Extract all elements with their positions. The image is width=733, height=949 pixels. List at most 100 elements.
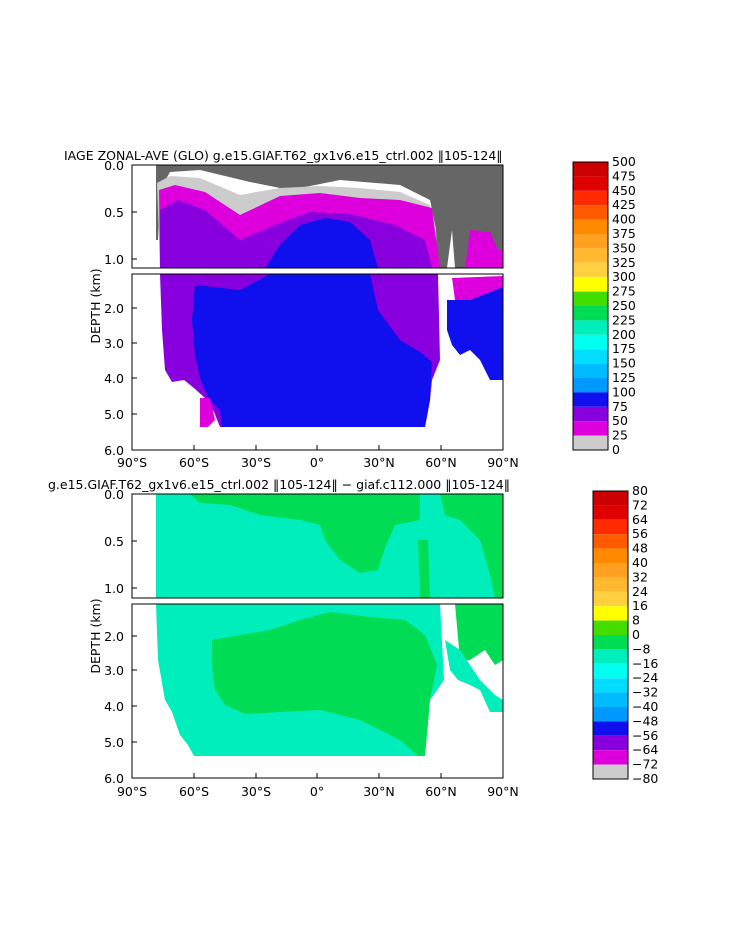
panel1-colorbar-label: 150 <box>612 356 636 371</box>
panel1-ytick-6: 5.0 <box>104 407 124 422</box>
panel1-colorbar-label: 400 <box>612 212 636 227</box>
panel1-ytick-3: 2.0 <box>104 301 124 316</box>
panel1-colorbar-label: 325 <box>612 255 636 270</box>
panel1-colorbar-label: 75 <box>612 399 628 414</box>
panel1-colorbar-label: 100 <box>612 384 636 399</box>
panel2-colorbar-label: 48 <box>632 541 648 556</box>
panel2-ylabel: DEPTH (km) <box>88 598 103 673</box>
panel1-deep-blue <box>192 274 432 427</box>
panel2-colorbar-swatch <box>593 764 628 779</box>
panel1-colorbar-label: 275 <box>612 284 636 299</box>
panel2-colorbar-swatch <box>593 591 628 607</box>
panel1-colorbar-swatch <box>573 435 608 450</box>
panel1-ytick-2: 1.0 <box>104 252 124 267</box>
panel2-colorbar-label: 64 <box>632 512 648 527</box>
panel1-colorbar-swatch <box>573 363 608 378</box>
panel2-colorbar-swatch <box>593 721 628 736</box>
panel1-colorbar-swatch <box>573 378 608 393</box>
panel2-ytick-2: 1.0 <box>104 581 124 596</box>
panel1-colorbar-swatch <box>573 334 608 350</box>
panel2-colorbar-label: 0 <box>632 627 640 642</box>
panel2-xtick-3: 0° <box>310 784 324 799</box>
panel1-colorbar-swatch <box>573 219 608 234</box>
panel2-ytick-5: 4.0 <box>104 699 124 714</box>
panel1-colorbar-label: 225 <box>612 312 636 327</box>
panel2-colorbar-label: −72 <box>632 757 658 772</box>
panel1-colorbar-swatch <box>573 421 608 436</box>
panel1-colorbar-swatch <box>573 205 608 220</box>
panel2-colorbar-label: 16 <box>632 598 648 613</box>
panel1-xtick-0: 90°S <box>117 455 147 470</box>
panel2-colorbar-swatch <box>593 635 628 650</box>
panel1-xtick-2: 30°S <box>241 455 271 470</box>
panel1-colorbar-frame <box>572 161 609 451</box>
panel2-title: g.e15.GIAF.T62_gx1v6.e15_ctrl.002 ‖105-1… <box>48 477 510 492</box>
panel1-ytick-4: 3.0 <box>104 336 124 351</box>
panel2-plot <box>131 493 504 779</box>
panel1-colorbar-label: 450 <box>612 183 636 198</box>
panel1-ytick-7: 6.0 <box>104 443 124 458</box>
panel1-ytick-5: 4.0 <box>104 371 124 386</box>
panel2-colorbar-label: 24 <box>632 584 648 599</box>
panel2-colorbar-swatch <box>593 649 628 664</box>
panel2-ytick-7: 6.0 <box>104 771 124 786</box>
panel1-xtick-5: 60°N <box>425 455 457 470</box>
panel1-colorbar-label: 25 <box>612 428 628 443</box>
panel2-colorbar-swatch <box>593 491 628 506</box>
panel1-colorbar-label: 375 <box>612 226 636 241</box>
panel2-colorbar-label: 32 <box>632 569 648 584</box>
panel2-colorbar-label: −16 <box>632 656 658 671</box>
panel1-colorbar-swatch <box>573 176 608 191</box>
panel2-xtick-4: 30°N <box>363 784 395 799</box>
panel1-colorbar-swatch <box>573 277 608 292</box>
panel1-age-125 <box>265 218 378 268</box>
panel2-ytick-0: 0.0 <box>104 487 124 502</box>
panel2-xtick-1: 60°S <box>179 784 209 799</box>
panel1-xtick-4: 30°N <box>363 455 395 470</box>
panel2-colorbar-swatch <box>593 735 628 751</box>
panel2-xtick-2: 30°S <box>241 784 271 799</box>
panel1-colorbar-swatch <box>573 406 608 422</box>
panel2-colorbar-swatch <box>593 620 628 635</box>
panel2-colorbar-label: −56 <box>632 728 658 743</box>
panel2-colorbar-swatch <box>593 577 628 592</box>
panel2-colorbar-label: −64 <box>632 742 658 757</box>
panel2-colorbar-label: −40 <box>632 699 658 714</box>
panel1-xtick-1: 60°S <box>179 455 209 470</box>
panel1-ylabel: DEPTH (km) <box>88 268 103 343</box>
panel2-ytick-4: 3.0 <box>104 663 124 678</box>
panel2-green-shallow <box>190 494 420 573</box>
panel2-xtick-0: 90°S <box>117 784 147 799</box>
panel1-title: IAGE ZONAL-AVE (GLO) g.e15.GIAF.T62_gx1v… <box>64 148 503 163</box>
panel2-colorbar-label: 72 <box>632 497 648 512</box>
panel1-colorbar-label: 350 <box>612 240 636 255</box>
panel2-green-deep <box>212 612 437 756</box>
panel1-xtick-3: 0° <box>310 455 324 470</box>
panel1-colorbar-swatch <box>573 392 608 407</box>
panel1-colorbar-label: 125 <box>612 370 636 385</box>
panel1-colorbar-label: 50 <box>612 413 628 428</box>
panel2-colorbar-swatch <box>593 563 628 578</box>
panel1-colorbar: 5004754504254003753503253002752502252001… <box>572 154 636 457</box>
panel1-colorbar-swatch <box>573 320 608 335</box>
panel1-colorbar-swatch <box>573 234 608 249</box>
panel1-ytick-1: 0.5 <box>104 205 124 220</box>
panel1-xtick-6: 90°N <box>487 455 519 470</box>
panel1-colorbar-label: 250 <box>612 298 636 313</box>
panel2-colorbar-label: −8 <box>632 641 650 656</box>
panel1-colorbar-label: 300 <box>612 269 636 284</box>
panel2-colorbar-swatch <box>593 519 628 535</box>
panel1-colorbar-label: 475 <box>612 168 636 183</box>
panel1-land-grey <box>156 165 503 268</box>
panel1-ytick-0: 0.0 <box>104 158 124 173</box>
panel1-colorbar-swatch <box>573 248 608 263</box>
panel2-colorbar-label: −32 <box>632 685 658 700</box>
panel2-colorbar-label: 56 <box>632 526 648 541</box>
panel2-colorbar: 80726456484032241680−8−16−24−32−40−48−56… <box>592 483 658 786</box>
panel1-colorbar-swatch <box>573 162 608 177</box>
panel1-colorbar-label: 175 <box>612 341 636 356</box>
panel2-xtick-5: 60°N <box>425 784 457 799</box>
panel2-colorbar-swatch <box>593 663 628 679</box>
panel1-colorbar-label: 500 <box>612 154 636 169</box>
